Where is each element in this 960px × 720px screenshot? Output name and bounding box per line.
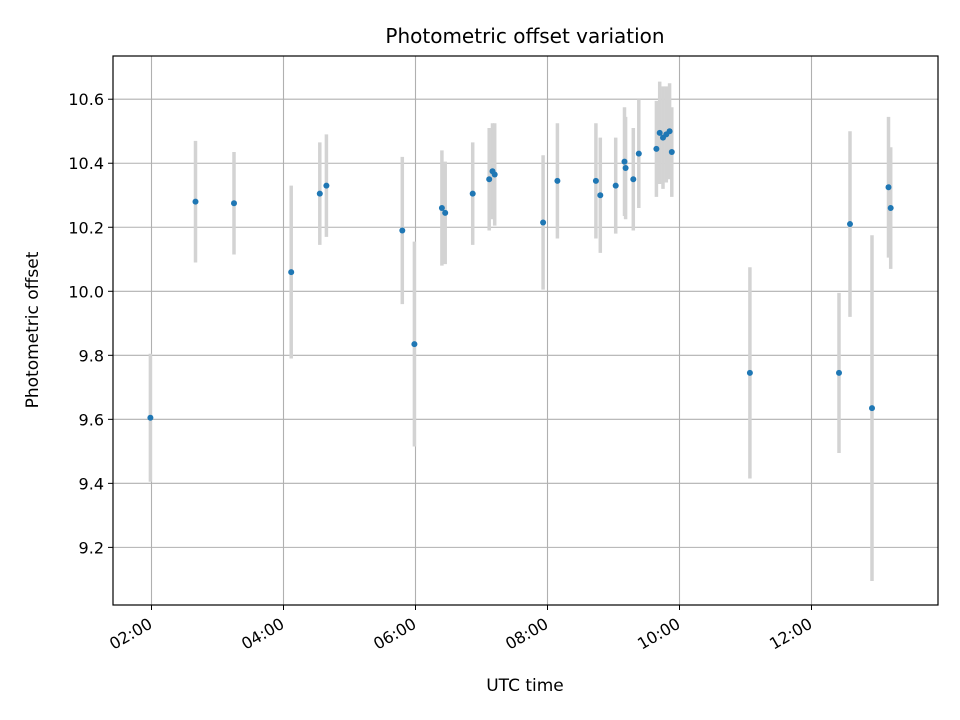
data-point bbox=[399, 227, 406, 234]
data-point bbox=[316, 190, 323, 197]
y-tick-label: 9.6 bbox=[79, 410, 104, 429]
data-point bbox=[288, 269, 295, 276]
y-tick-label: 10.2 bbox=[68, 218, 104, 237]
data-point bbox=[887, 205, 894, 212]
data-point bbox=[746, 369, 753, 376]
data-point bbox=[592, 177, 599, 184]
data-point bbox=[442, 209, 449, 216]
data-point bbox=[885, 184, 892, 191]
grid bbox=[113, 56, 938, 605]
y-tick-label: 9.2 bbox=[79, 538, 104, 557]
data-point bbox=[469, 190, 476, 197]
data-point bbox=[554, 177, 561, 184]
data-point bbox=[666, 128, 673, 135]
data-point bbox=[836, 369, 842, 376]
data-point bbox=[486, 176, 493, 183]
data-point bbox=[147, 414, 154, 421]
data-point bbox=[847, 221, 853, 228]
y-axis-label: Photometric offset bbox=[23, 251, 43, 408]
data-points bbox=[147, 128, 894, 421]
data-point bbox=[653, 145, 660, 152]
chart-title: Photometric offset variation bbox=[385, 24, 664, 48]
data-point bbox=[668, 149, 675, 156]
data-point bbox=[438, 205, 445, 212]
axes-frame bbox=[112, 55, 939, 606]
y-tick-label: 9.8 bbox=[79, 346, 104, 365]
data-point bbox=[411, 341, 418, 348]
data-point bbox=[612, 182, 619, 189]
data-point bbox=[540, 219, 547, 226]
data-point bbox=[656, 129, 663, 136]
y-tick-label: 9.4 bbox=[79, 474, 104, 493]
data-point bbox=[597, 192, 604, 199]
data-point bbox=[621, 158, 628, 165]
data-point bbox=[491, 171, 498, 178]
data-point bbox=[869, 405, 875, 412]
data-point bbox=[192, 198, 199, 205]
data-point bbox=[630, 176, 637, 183]
data-point bbox=[231, 200, 237, 207]
data-point bbox=[635, 150, 642, 157]
y-tick-label: 10.6 bbox=[68, 90, 104, 109]
data-point bbox=[323, 182, 330, 189]
x-axis-label: UTC time bbox=[486, 676, 564, 696]
y-axis-ticks: 9.2 9.4 9.6 9.8 10.0 10.2 10.4 10.6 bbox=[68, 90, 113, 557]
y-tick-label: 10.4 bbox=[68, 154, 104, 173]
y-tick-label: 10.0 bbox=[68, 282, 104, 301]
data-point bbox=[622, 165, 629, 172]
